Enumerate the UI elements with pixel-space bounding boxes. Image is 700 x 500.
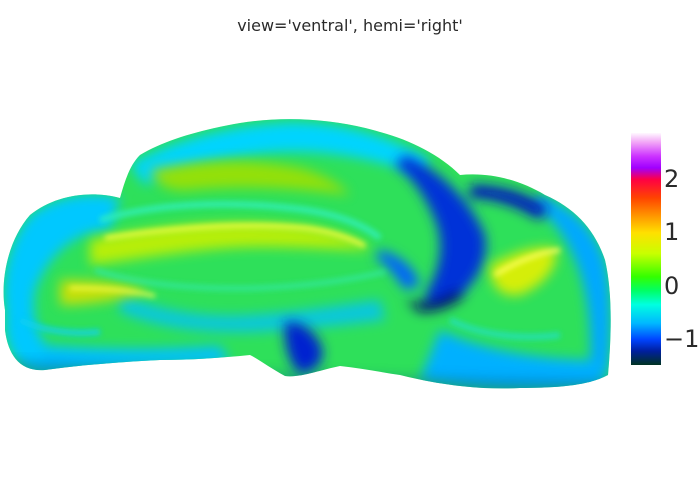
colorbar-tick-label: 1 bbox=[664, 218, 680, 246]
colorbar-gradient bbox=[631, 133, 661, 365]
colorbar-tick-label: 0 bbox=[664, 272, 680, 300]
plot-title: view='ventral', hemi='right' bbox=[237, 16, 463, 35]
colorbar-tick-label: 2 bbox=[664, 165, 680, 193]
colorbar-tick-label: −1 bbox=[664, 325, 700, 353]
